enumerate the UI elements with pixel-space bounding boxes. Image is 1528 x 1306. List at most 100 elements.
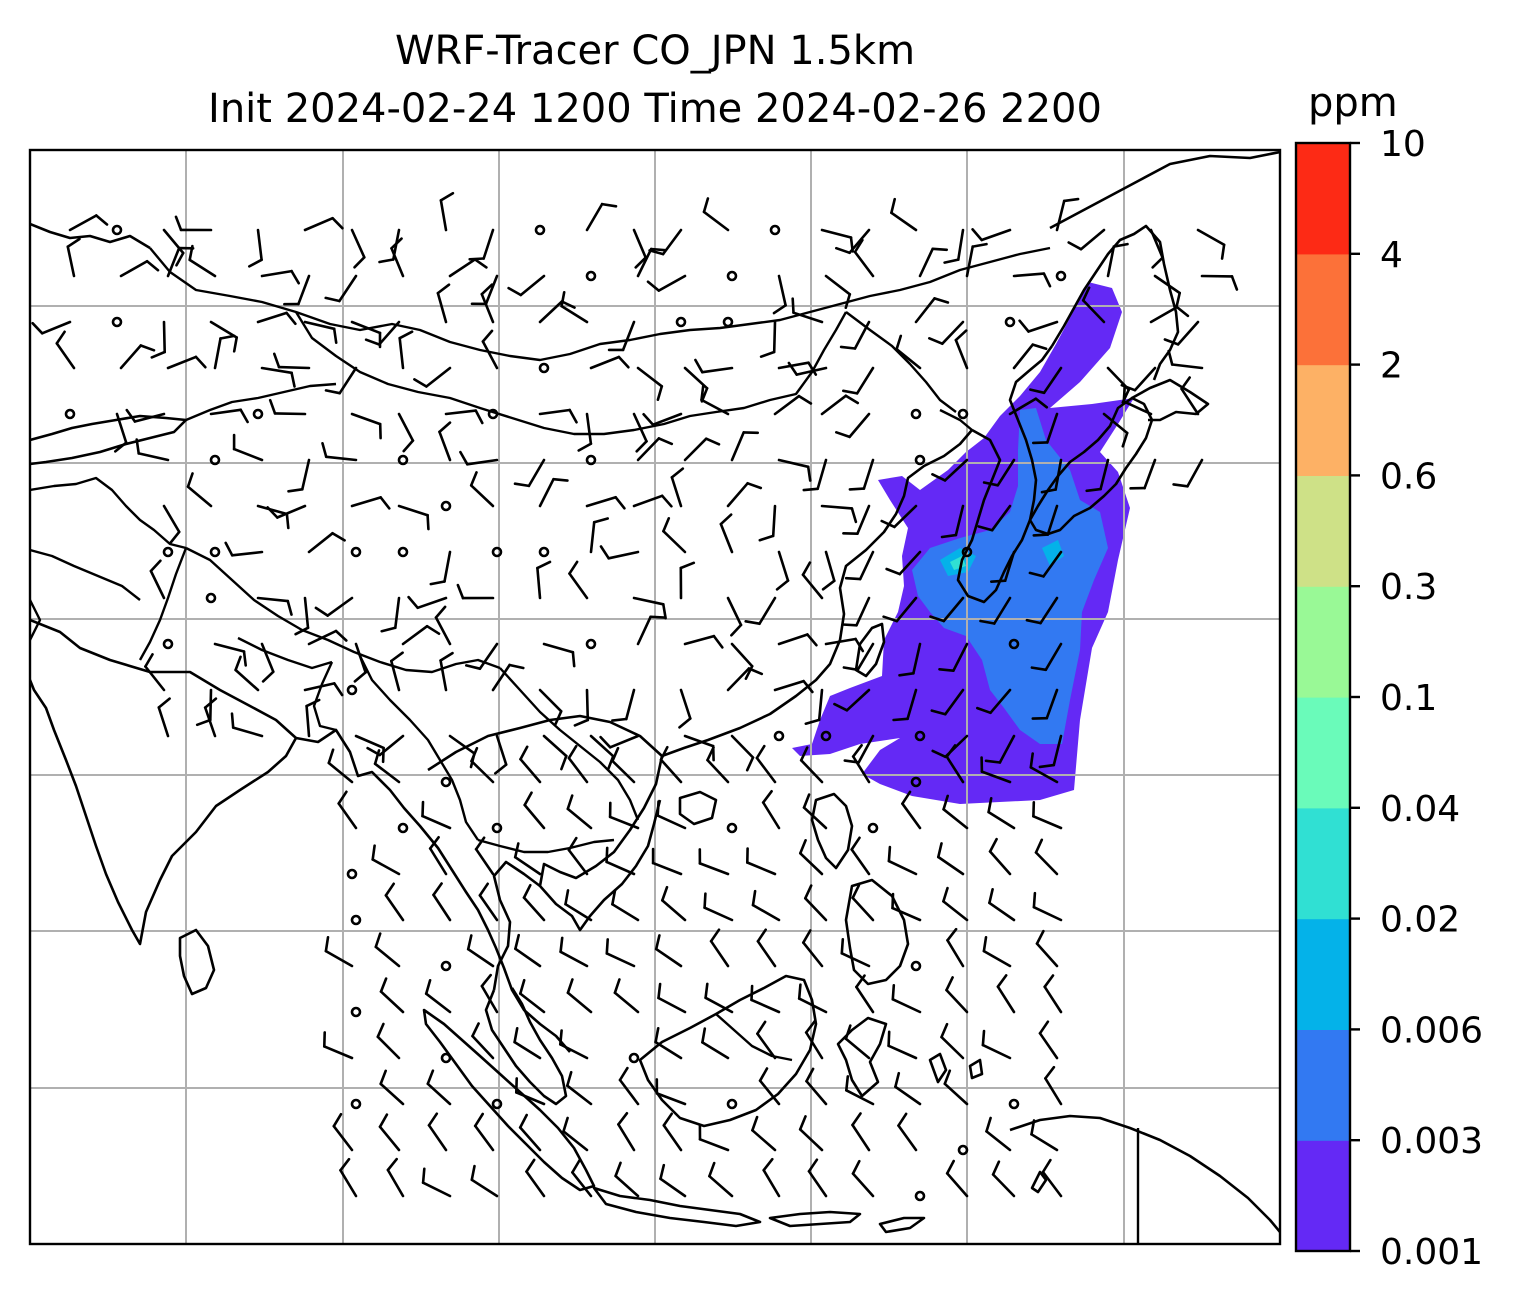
- barb-staff: [162, 504, 181, 534]
- barb-feather: [678, 717, 692, 729]
- barb-staff: [371, 858, 401, 876]
- wind-barb: [979, 596, 1012, 625]
- barb-staff: [1044, 1077, 1063, 1106]
- barb-staff: [1170, 363, 1204, 370]
- wind-barb: [464, 642, 499, 671]
- barb-feather: [290, 269, 301, 285]
- calm-marker: [957, 408, 969, 420]
- wind-barb: [1035, 929, 1059, 968]
- barb-staff: [761, 801, 781, 830]
- wind-barb: [230, 712, 264, 738]
- barb-staff: [324, 455, 358, 462]
- barb-staff: [848, 412, 871, 439]
- wind-barb: [985, 1116, 1012, 1152]
- barb-staff: [303, 596, 310, 630]
- barb-feather: [195, 718, 212, 727]
- barb-staff: [1008, 397, 1038, 416]
- barb-feather: [694, 358, 704, 374]
- barb-staff: [1046, 504, 1059, 536]
- barb-staff: [611, 759, 636, 784]
- barb-feather: [1180, 376, 1191, 391]
- wind-barb: [439, 651, 454, 692]
- wind-barb: [1106, 242, 1129, 278]
- colorbar-tick-label: 2: [1380, 346, 1403, 387]
- barb-feather: [945, 1159, 956, 1175]
- wind-barb: [567, 836, 589, 876]
- coast-indochina: [427, 429, 973, 772]
- barb-staff: [469, 484, 495, 508]
- colorbar: 0.001 0.003 0.006 0.02 0.04 0.1 0.3 0.6 2 4 10: [1294, 124, 1483, 1273]
- barb-staff: [891, 906, 922, 922]
- wind-barb: [901, 790, 922, 830]
- wind-barb: [657, 982, 687, 1014]
- barb-feather: [386, 1157, 399, 1172]
- barb-staff: [303, 320, 336, 331]
- barb-feather: [979, 619, 996, 625]
- barb-feather: [982, 481, 1000, 487]
- barb-staff: [946, 938, 965, 968]
- barb-staff: [887, 859, 918, 876]
- wind-barb: [683, 437, 721, 462]
- wind-barb: [260, 366, 296, 388]
- barb-staff: [560, 304, 589, 324]
- barb-feather: [730, 623, 743, 637]
- wind-barb: [632, 494, 673, 508]
- border-laos-vietnam: [499, 667, 640, 821]
- barb-feather: [1167, 349, 1174, 366]
- border-china-korea: [939, 408, 973, 431]
- barb-staff: [166, 246, 181, 278]
- barb-feather: [975, 706, 992, 715]
- barb-feather: [931, 749, 947, 759]
- barb-staff: [662, 529, 687, 554]
- wind-barb: [891, 983, 922, 1014]
- barb-staff: [478, 894, 499, 922]
- calm-wind-markers: [64, 224, 1067, 1202]
- calm-marker: [769, 224, 781, 236]
- coast-japan-hokkaido: [1131, 378, 1210, 422]
- barb-staff: [322, 1045, 354, 1060]
- wind-barb: [656, 800, 687, 830]
- barb-feather: [841, 623, 858, 627]
- wind-barb: [773, 679, 814, 694]
- wind-barb: [700, 384, 730, 416]
- barb-feather: [135, 438, 140, 455]
- barb-staff: [982, 949, 1012, 968]
- barb-staff: [525, 1170, 546, 1198]
- wind-barb: [144, 653, 166, 692]
- barb-staff: [636, 366, 664, 388]
- barb-staff: [751, 903, 781, 922]
- wind-barb: [478, 882, 499, 922]
- barb-staff: [491, 663, 511, 692]
- barb-staff: [756, 939, 777, 968]
- barb-staff: [256, 596, 290, 603]
- wind-barb: [662, 1112, 683, 1152]
- wind-barb: [777, 633, 818, 647]
- barb-staff: [350, 412, 382, 426]
- wind-barb: [481, 329, 499, 370]
- wind-barb: [321, 441, 358, 462]
- wind-barb: [474, 836, 495, 876]
- barb-staff: [1186, 458, 1204, 488]
- barb-staff: [702, 210, 730, 232]
- barb-feather: [887, 845, 892, 863]
- barb-staff: [1099, 458, 1110, 491]
- calm-marker: [534, 224, 546, 236]
- barb-feather: [150, 350, 166, 359]
- barb-staff: [651, 861, 683, 876]
- wind-barb: [851, 743, 871, 784]
- calm-marker: [111, 316, 123, 328]
- wind-barb: [1032, 891, 1063, 922]
- barb-staff: [480, 984, 499, 1014]
- barb-feather: [559, 936, 564, 954]
- barb-staff: [585, 412, 593, 446]
- barb-feather: [614, 495, 626, 510]
- wind-barb: [389, 651, 404, 692]
- barb-feather: [982, 935, 988, 953]
- wind-barb: [397, 504, 430, 531]
- barb-feather: [895, 334, 903, 351]
- barb-staff: [745, 861, 777, 876]
- barb-feather: [938, 667, 955, 673]
- barb-staff: [856, 642, 875, 672]
- wind-barb: [114, 412, 128, 453]
- wind-barb: [683, 634, 724, 649]
